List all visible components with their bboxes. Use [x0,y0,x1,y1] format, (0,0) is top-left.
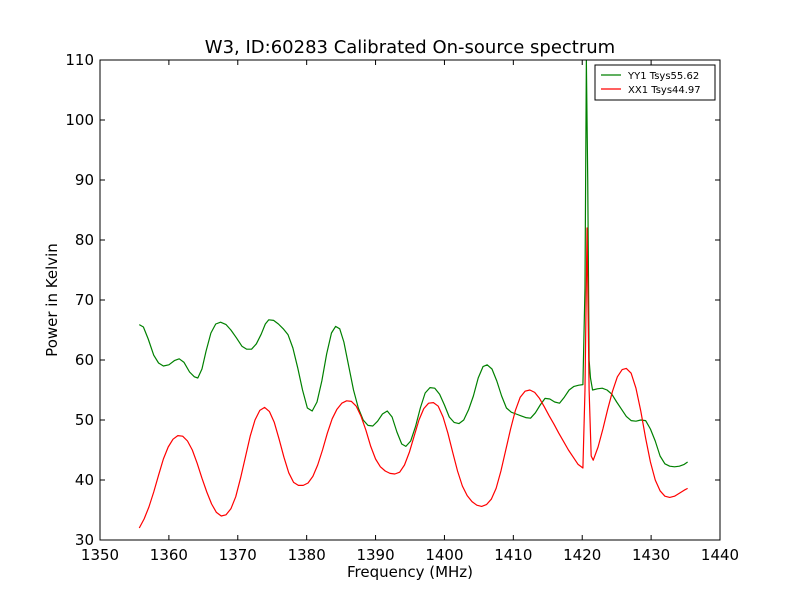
y-tick-label: 70 [75,291,94,309]
y-tick-label: 40 [75,471,94,489]
x-tick-label: 1400 [425,546,463,564]
plot-area: 1350 1360 1370 1380 1390 1400 1410 1420 1430 1440… [65,51,739,564]
y-tick-label: 100 [65,111,94,129]
y-tick-label: 80 [75,231,94,249]
y-tick-label: 30 [75,531,94,549]
legend-box [594,64,716,101]
x-tick-label: 1440 [701,546,739,564]
x-tick-label: 1380 [288,546,326,564]
legend-label-1: YY1 Tsys55.62 [627,71,699,82]
series-line-1 [138,60,688,468]
x-tick-label: 1370 [219,546,257,564]
y-tick-label: 60 [75,351,94,369]
x-tick-label: 1350 [81,546,119,564]
legend-label-2: XX1 Tsys44.97 [628,85,701,96]
y-axis-label: Power in Kelvin [43,243,61,357]
y-tick-label: 110 [65,51,94,69]
chart-title: W3, ID:60283 Calibrated On-source spectr… [205,37,615,58]
x-tick-label: 1420 [563,546,601,564]
x-tick-label: 1430 [632,546,670,564]
x-tick-label: 1410 [494,546,532,564]
x-axis-label: Frequency (MHz) [347,563,473,581]
x-tick-label: 1390 [356,546,394,564]
y-tick-label: 50 [75,411,94,429]
y-tick-label: 90 [75,171,94,189]
x-tick-label: 1360 [150,546,188,564]
series-line-2 [138,227,688,529]
